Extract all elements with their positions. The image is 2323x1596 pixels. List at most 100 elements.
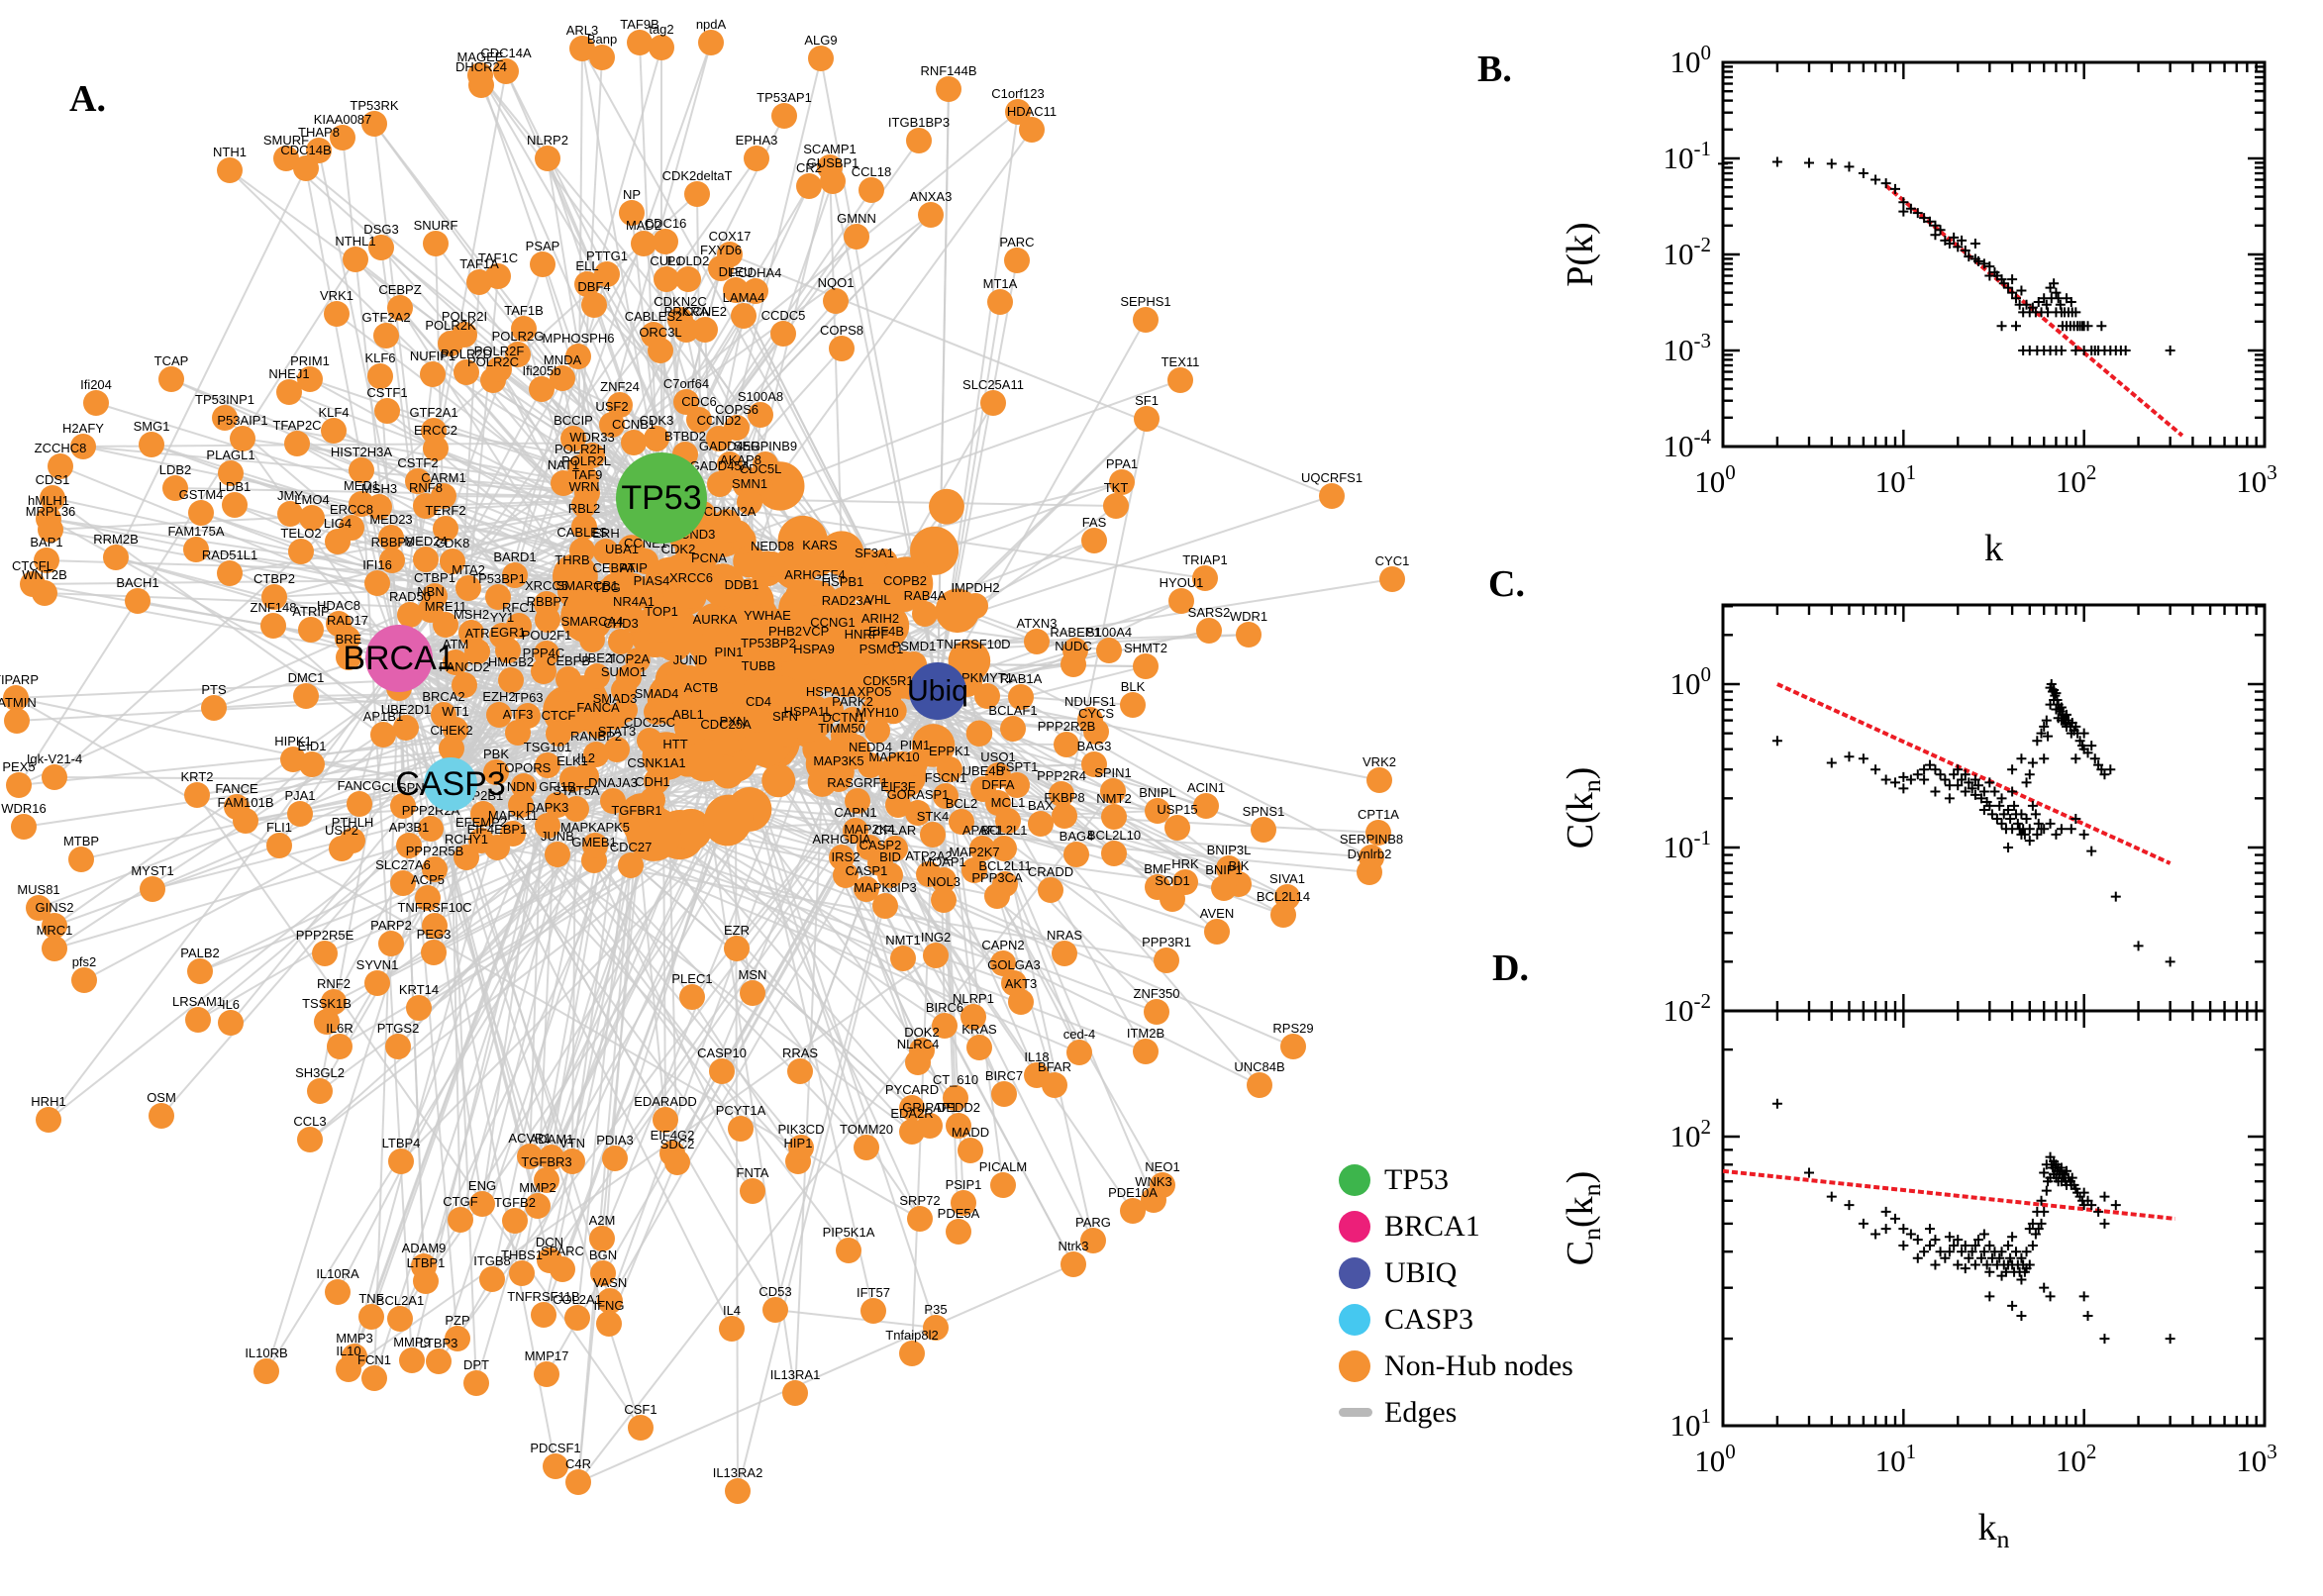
gene-node[interactable]	[621, 607, 647, 633]
gene-node[interactable]	[469, 1191, 495, 1217]
gene-node[interactable]	[1164, 815, 1190, 841]
gene-node[interactable]	[600, 788, 626, 814]
gene-node[interactable]	[905, 1049, 931, 1075]
gene-node[interactable]	[1236, 622, 1262, 648]
gene-node[interactable]	[1004, 772, 1030, 798]
gene-node[interactable]	[222, 492, 248, 518]
gene-node[interactable]	[618, 852, 644, 878]
gene-node[interactable]	[899, 1095, 925, 1121]
gene-node[interactable]	[1019, 117, 1045, 143]
hub-node-casp3[interactable]: CASP3	[395, 757, 506, 811]
gene-node[interactable]	[892, 586, 918, 612]
gene-node[interactable]	[905, 800, 931, 826]
gene-node[interactable]	[370, 722, 396, 748]
gene-node[interactable]	[565, 1469, 591, 1495]
gene-node[interactable]	[611, 677, 637, 703]
gene-node[interactable]	[505, 342, 531, 367]
gene-node[interactable]	[946, 1113, 971, 1139]
gene-node[interactable]	[438, 331, 463, 356]
gene-node[interactable]	[378, 525, 404, 550]
gene-node[interactable]	[755, 621, 780, 647]
gene-node[interactable]	[525, 1193, 551, 1219]
gene-node[interactable]	[48, 453, 73, 479]
gene-node[interactable]	[1049, 781, 1074, 807]
gene-node[interactable]	[746, 671, 771, 697]
gene-node[interactable]	[728, 1116, 754, 1142]
gene-node[interactable]	[483, 759, 509, 785]
gene-node[interactable]	[573, 466, 599, 492]
gene-node[interactable]	[340, 828, 365, 853]
gene-node[interactable]	[621, 430, 647, 455]
gene-node[interactable]	[293, 683, 319, 709]
gene-node[interactable]	[608, 629, 634, 654]
gene-node[interactable]	[1280, 1034, 1306, 1059]
gene-node[interactable]	[545, 842, 570, 867]
gene-node[interactable]	[770, 321, 796, 347]
gene-node[interactable]	[387, 1306, 413, 1332]
gene-node[interactable]	[621, 573, 647, 599]
gene-node[interactable]	[443, 649, 468, 675]
gene-node[interactable]	[748, 402, 773, 428]
gene-node[interactable]	[1103, 493, 1129, 519]
gene-node[interactable]	[653, 229, 678, 254]
gene-node[interactable]	[321, 418, 347, 444]
gene-node[interactable]	[550, 1256, 575, 1282]
gene-node[interactable]	[1120, 1198, 1146, 1224]
gene-node[interactable]	[343, 247, 368, 272]
gene-node[interactable]	[796, 173, 822, 199]
gene-node[interactable]	[584, 663, 610, 689]
gene-node[interactable]	[991, 1081, 1017, 1107]
gene-node[interactable]	[581, 292, 607, 318]
gene-node[interactable]	[743, 278, 768, 304]
gene-node[interactable]	[723, 277, 749, 303]
gene-node[interactable]	[624, 816, 650, 842]
gene-node[interactable]	[314, 1009, 340, 1035]
gene-node[interactable]	[724, 936, 750, 961]
gene-node[interactable]	[385, 1034, 411, 1059]
gene-node[interactable]	[42, 936, 67, 961]
gene-node[interactable]	[802, 580, 828, 606]
gene-node[interactable]	[987, 289, 1013, 315]
gene-node[interactable]	[637, 728, 662, 753]
gene-node[interactable]	[1204, 919, 1230, 945]
gene-node[interactable]	[788, 1135, 814, 1160]
gene-node[interactable]	[559, 565, 585, 591]
gene-node[interactable]	[885, 792, 911, 818]
gene-node[interactable]	[861, 697, 887, 723]
gene-node[interactable]	[601, 573, 627, 599]
gene-node[interactable]	[679, 984, 705, 1010]
gene-node[interactable]	[597, 1288, 623, 1314]
gene-node[interactable]	[312, 941, 338, 966]
gene-node[interactable]	[426, 1348, 452, 1374]
gene-node[interactable]	[454, 845, 479, 870]
gene-node[interactable]	[716, 657, 742, 683]
gene-node[interactable]	[1066, 1040, 1092, 1065]
gene-node[interactable]	[698, 30, 724, 55]
gene-node[interactable]	[266, 833, 292, 858]
gene-node[interactable]	[517, 1144, 543, 1169]
gene-node[interactable]	[918, 202, 944, 228]
gene-node[interactable]	[564, 1305, 590, 1331]
gene-node[interactable]	[688, 693, 714, 719]
gene-node[interactable]	[569, 538, 595, 563]
gene-node[interactable]	[991, 836, 1017, 861]
gene-node[interactable]	[276, 379, 302, 405]
gene-node[interactable]	[1052, 941, 1077, 966]
gene-node[interactable]	[1160, 886, 1185, 912]
gene-node[interactable]	[297, 1127, 323, 1152]
gene-node[interactable]	[500, 821, 526, 847]
gene-node[interactable]	[604, 737, 630, 762]
gene-node[interactable]	[639, 586, 664, 612]
gene-node[interactable]	[486, 702, 512, 728]
gene-node[interactable]	[139, 432, 164, 457]
gene-node[interactable]	[36, 1107, 61, 1133]
gene-node[interactable]	[912, 601, 938, 627]
gene-node[interactable]	[662, 749, 688, 775]
gene-node[interactable]	[455, 575, 481, 601]
gene-node[interactable]	[396, 833, 422, 858]
gene-node[interactable]	[534, 1361, 559, 1387]
gene-node[interactable]	[463, 1370, 489, 1396]
gene-node[interactable]	[1270, 902, 1296, 928]
gene-node[interactable]	[762, 1297, 788, 1323]
gene-node[interactable]	[1005, 99, 1031, 125]
